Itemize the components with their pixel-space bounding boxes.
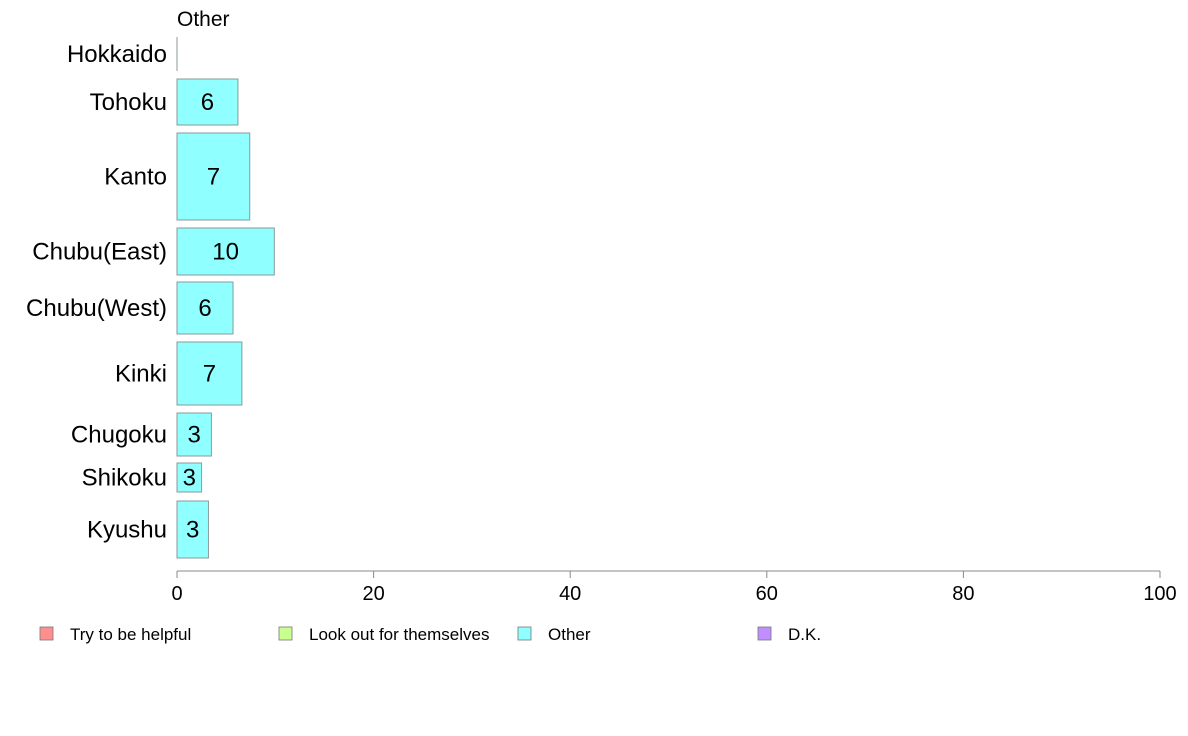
x-tick-label: 20	[362, 583, 384, 605]
legend-label: Look out for themselves	[309, 625, 489, 644]
bar	[176, 227, 275, 276]
category-label: Shikoku	[82, 465, 167, 492]
bar-value-label: 6	[201, 89, 214, 116]
bars-group: 6 7 10 6 7 3 3 3	[176, 37, 275, 559]
x-tick-label: 100	[1143, 583, 1176, 605]
x-tick-label: 0	[171, 583, 182, 605]
legend-swatch	[517, 626, 532, 641]
bar	[176, 500, 209, 559]
bar-value-label: 3	[183, 465, 196, 492]
category-label: Hokkaido	[67, 41, 167, 68]
bar	[176, 78, 239, 126]
category-labels: Hokkaido Tohoku Kanto Chubu(East) Chubu(West…	[26, 41, 167, 544]
category-label: Chubu(West)	[26, 295, 167, 322]
x-tick-label: 40	[559, 583, 581, 605]
legend: Try to be helpful Look out for themselves…	[39, 625, 821, 644]
category-label: Kanto	[104, 164, 167, 191]
x-tick-label: 80	[952, 583, 974, 605]
bar	[176, 341, 243, 406]
bar	[176, 412, 212, 457]
bar-value-label: 3	[188, 422, 201, 449]
panel-title: Other	[177, 8, 230, 31]
legend-swatch	[278, 626, 293, 641]
bar-value-label: 6	[198, 295, 211, 322]
category-label: Kyushu	[87, 517, 167, 544]
bar-value-label: 7	[203, 361, 216, 388]
bar-value-label: 7	[207, 164, 220, 191]
category-label: Tohoku	[90, 89, 167, 116]
bar-value-label: 3	[186, 517, 199, 544]
x-axis: 0 20 40 60 80 100	[171, 570, 1177, 605]
legend-label: Other	[548, 625, 591, 644]
bar	[176, 132, 251, 221]
bar	[176, 281, 234, 335]
category-label: Kinki	[115, 361, 167, 388]
bar	[176, 462, 203, 493]
category-label: Chugoku	[71, 422, 167, 449]
category-label: Chubu(East)	[32, 239, 167, 266]
x-tick-label: 60	[756, 583, 778, 605]
legend-swatch	[39, 626, 54, 641]
bar-value-label: 10	[212, 239, 239, 266]
legend-label: D.K.	[788, 625, 821, 644]
legend-swatch	[757, 626, 772, 641]
legend-label: Try to be helpful	[70, 625, 191, 644]
